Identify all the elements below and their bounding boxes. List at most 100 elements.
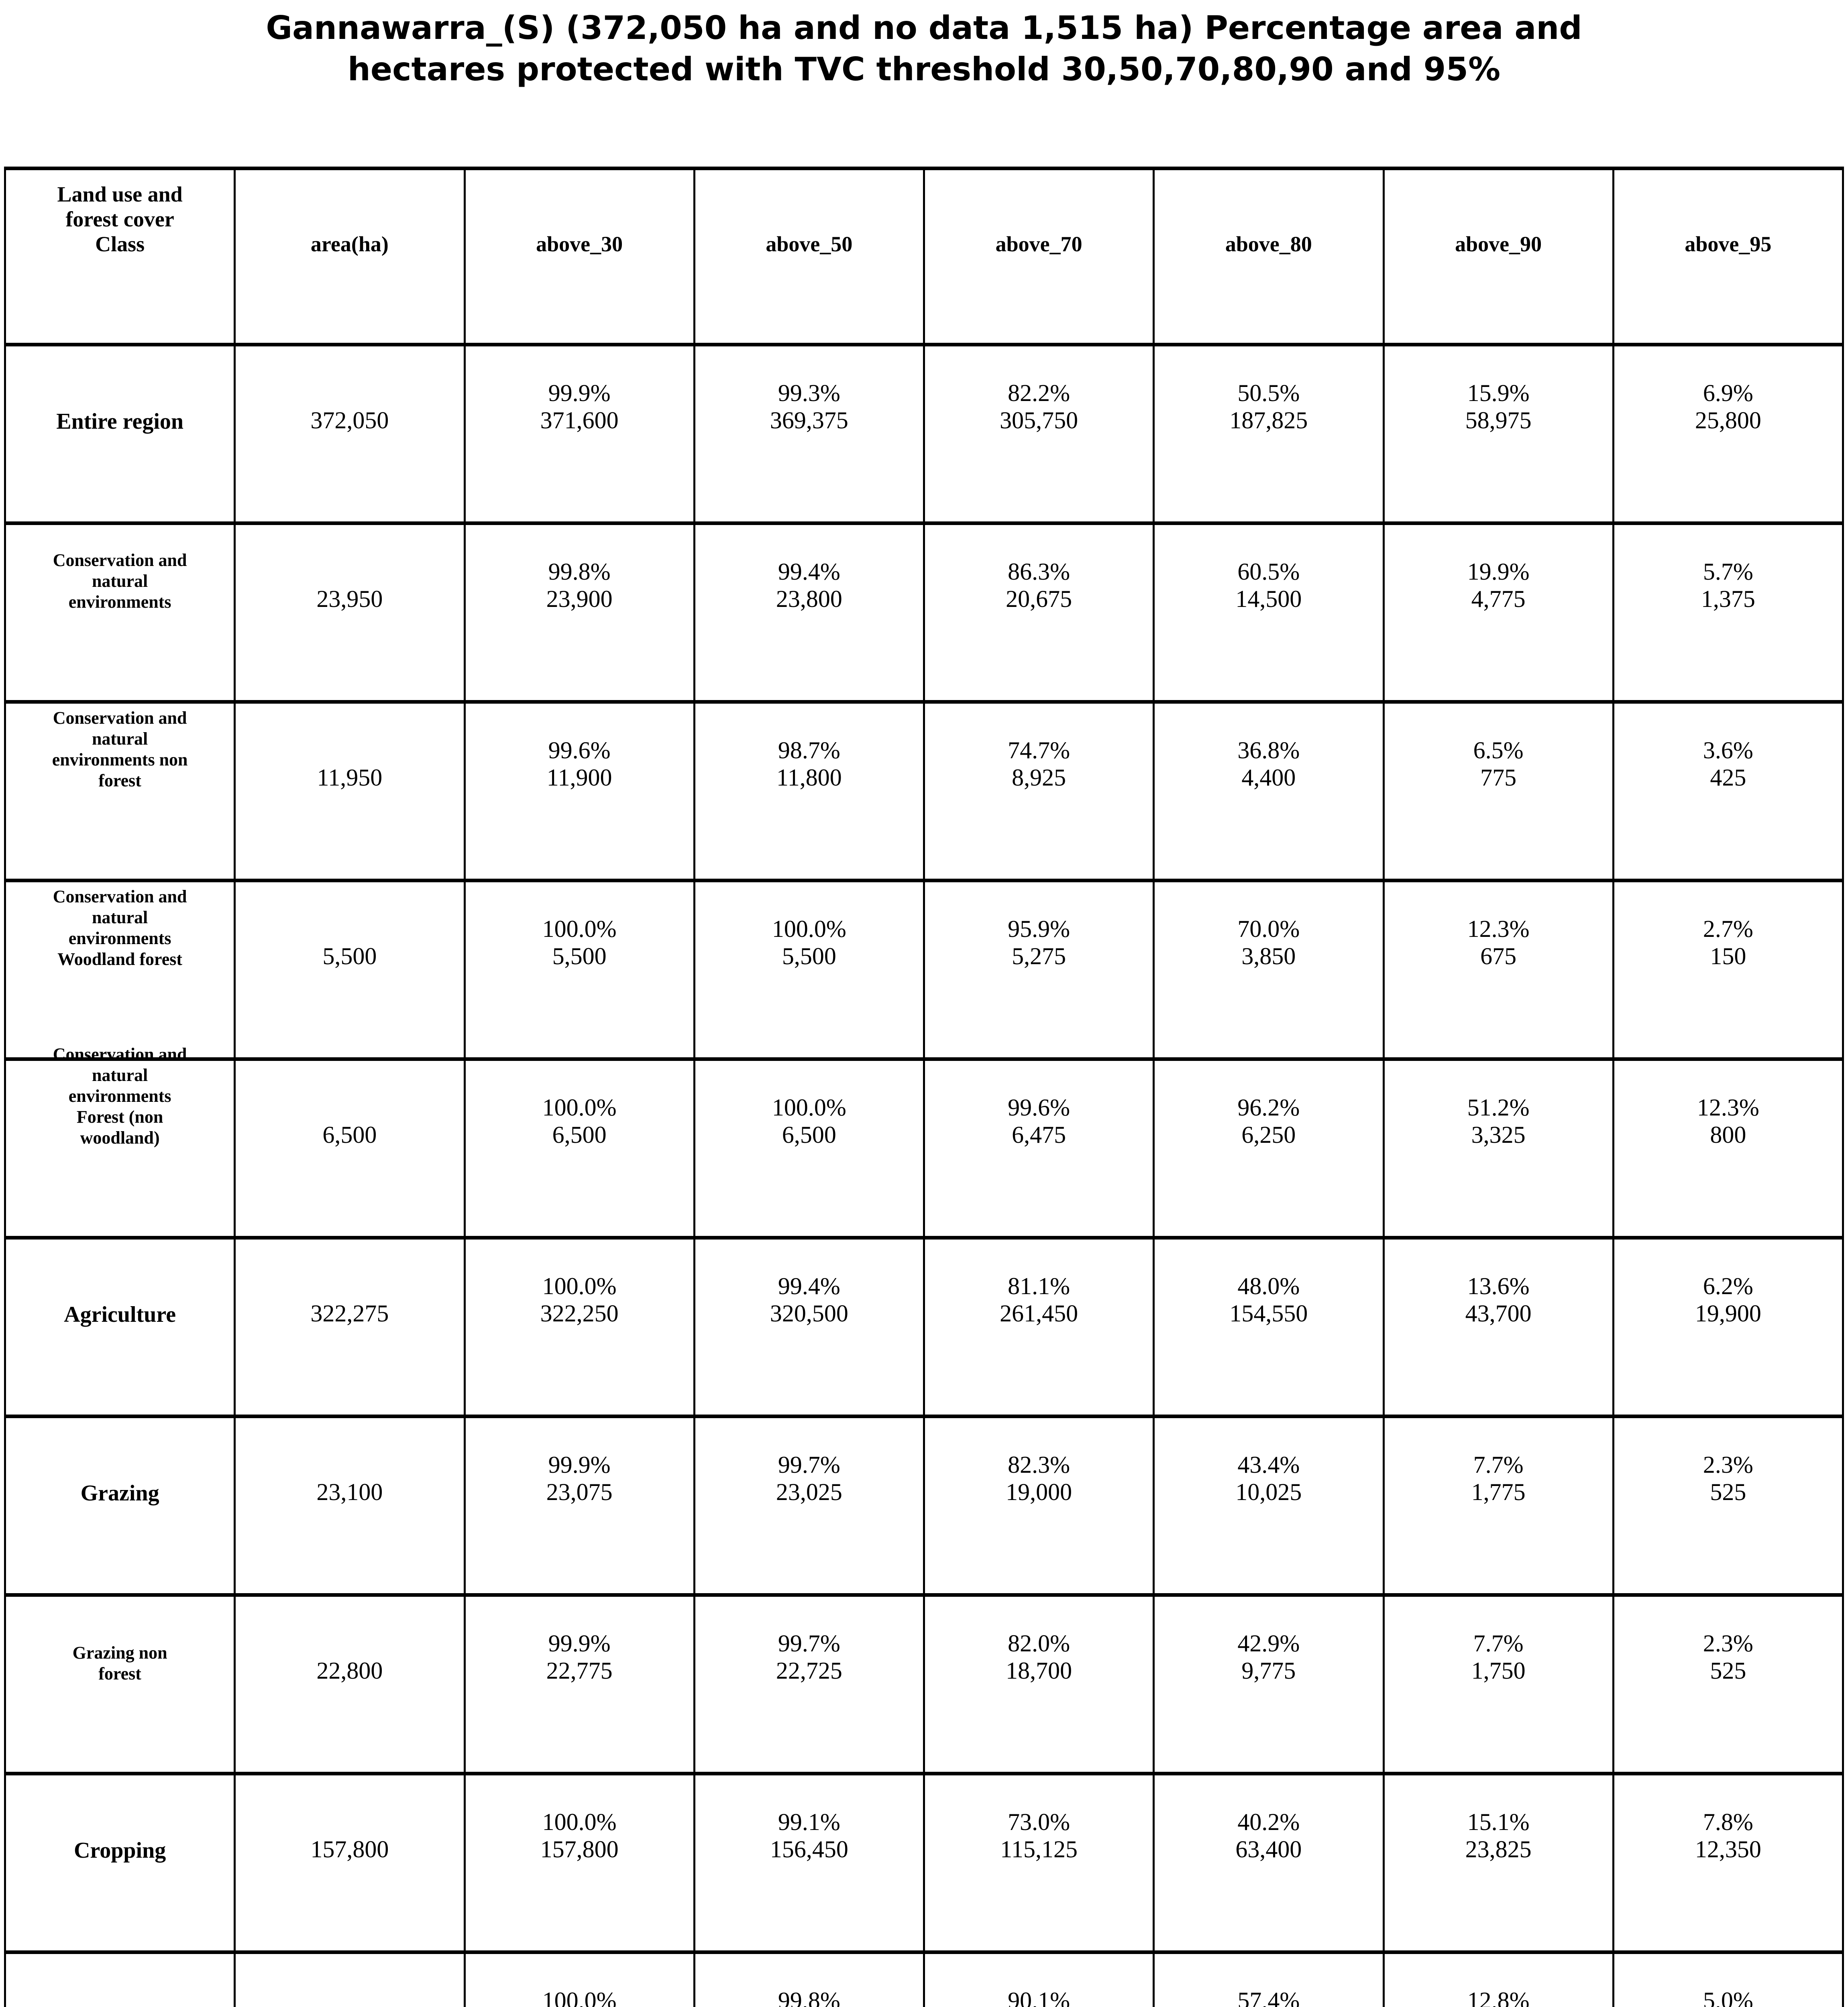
data-cell-value: 100.0% 6,500 xyxy=(542,1094,617,1148)
data-cell-value: 5.7% 1,375 xyxy=(1701,558,1755,612)
data-cell-value: 73.0% 115,125 xyxy=(1000,1809,1078,1862)
row-label-cell: Conservation and natural environments Wo… xyxy=(4,879,236,1061)
data-cell: 90.1% 127,250 xyxy=(923,1950,1155,2007)
table-row: Cropping 157,800 100.0% 157,800 99.1% 156,4… xyxy=(4,1772,1844,1954)
data-cell-value: 99.8% 140,900 xyxy=(778,1987,840,2007)
data-cell: 98.7% 11,800 xyxy=(693,700,925,882)
data-cell: 99.7% 23,025 xyxy=(693,1415,925,1597)
data-cell-value: 23,100 xyxy=(316,1479,383,1505)
data-cell: 99.8% 23,900 xyxy=(463,521,695,704)
data-cell-value: 60.5% 14,500 xyxy=(1235,558,1302,612)
data-cell-value: 12.8% 18,100 xyxy=(1467,1987,1530,2007)
data-cell-value: 43.4% 10,025 xyxy=(1235,1451,1302,1505)
table-row: Grazing 23,100 99.9% 23,075 99.7% 23,025 82.… xyxy=(4,1415,1844,1597)
column-header: above_95 xyxy=(1612,167,1844,346)
data-cell: 42.9% 9,775 xyxy=(1153,1593,1385,1775)
column-header-label: above_50 xyxy=(766,232,853,256)
data-cell: 82.3% 19,000 xyxy=(923,1415,1155,1597)
data-cell: 74.7% 8,925 xyxy=(923,700,1155,882)
data-cell: 50.5% 187,825 xyxy=(1153,343,1385,525)
data-cell-value: 99.4% 23,800 xyxy=(776,558,842,612)
data-cell-value: 22,800 xyxy=(316,1657,383,1684)
data-cell-value: 100.0% 5,500 xyxy=(772,916,846,969)
data-cell-value: 99.9% 23,075 xyxy=(546,1451,613,1505)
row-label-cell: Agriculture xyxy=(4,1236,236,1418)
data-cell-value: 70.0% 3,850 xyxy=(1237,916,1300,969)
row-label: Cropping xyxy=(73,1838,166,1863)
tvc-threshold-table: Land use and forest cover Class area(ha) a… xyxy=(4,167,1844,2007)
table-row: Entire region 372,050 99.9% 371,600 99.3% 3… xyxy=(4,343,1844,525)
data-cell: 22,800 xyxy=(234,1593,466,1775)
data-cell-value: 372,050 xyxy=(310,407,389,434)
row-label: Conservation and natural environments no… xyxy=(52,708,188,790)
data-cell: 5,500 xyxy=(234,879,466,1061)
table-row: Conservation and natural environments 23,… xyxy=(4,521,1844,704)
data-cell: 141,250 xyxy=(234,1950,466,2007)
row-label-cell: Entire region xyxy=(4,343,236,525)
table-body: Entire region 372,050 99.9% 371,600 99.3% 3… xyxy=(4,343,1844,2007)
row-label-cell: Grazing xyxy=(4,1415,236,1597)
page-title: Gannawarra_(S) (372,050 ha and no data 1… xyxy=(266,9,1582,88)
data-cell: 100.0% 6,500 xyxy=(463,1057,695,1240)
data-cell-value: 5.0% 7,025 xyxy=(1703,1987,1753,2007)
data-cell: 99.4% 320,500 xyxy=(693,1236,925,1418)
data-cell: 6,500 xyxy=(234,1057,466,1240)
data-cell-value: 99.4% 320,500 xyxy=(770,1273,848,1327)
data-cell: 99.9% 22,775 xyxy=(463,1593,695,1775)
data-cell: 36.8% 4,400 xyxy=(1153,700,1385,882)
data-cell: 6.2% 19,900 xyxy=(1612,1236,1844,1418)
data-cell-value: 2.7% 150 xyxy=(1703,916,1753,969)
data-cell: 372,050 xyxy=(234,343,466,525)
data-cell-value: 19.9% 4,775 xyxy=(1467,558,1530,612)
data-cell-value: 99.6% 11,900 xyxy=(546,737,612,791)
table-row: Agriculture 322,275 100.0% 322,250 99.4% 32… xyxy=(4,1236,1844,1418)
column-header: above_50 xyxy=(693,167,925,346)
data-cell: 322,275 xyxy=(234,1236,466,1418)
row-label-cell: Conservation and natural environments Fo… xyxy=(4,1044,236,1240)
data-cell-value: 99.9% 22,775 xyxy=(546,1630,613,1684)
table-row: Grazing non forest 22,800 99.9% 22,775 99.7… xyxy=(4,1593,1844,1775)
data-cell-value: 99.7% 22,725 xyxy=(776,1630,842,1684)
data-cell-value: 7.8% 12,350 xyxy=(1695,1809,1761,1862)
data-cell-value: 51.2% 3,325 xyxy=(1467,1094,1530,1148)
data-cell: 60.5% 14,500 xyxy=(1153,521,1385,704)
data-cell: 95.9% 5,275 xyxy=(923,879,1155,1061)
data-cell-value: 82.2% 305,750 xyxy=(1000,380,1078,434)
data-cell: 99.8% 140,900 xyxy=(693,1950,925,2007)
data-cell: 82.0% 18,700 xyxy=(923,1593,1155,1775)
data-cell-value: 6.2% 19,900 xyxy=(1695,1273,1761,1327)
data-cell: 81.1% 261,450 xyxy=(923,1236,1155,1418)
data-cell-value: 74.7% 8,925 xyxy=(1008,737,1070,791)
data-cell: 99.6% 6,475 xyxy=(923,1057,1155,1240)
data-cell-value: 82.0% 18,700 xyxy=(1006,1630,1072,1684)
row-label: Agriculture xyxy=(64,1302,176,1327)
column-header: Land use and forest cover Class xyxy=(4,167,236,346)
data-cell: 99.4% 23,800 xyxy=(693,521,925,704)
data-cell: 2.7% 150 xyxy=(1612,879,1844,1061)
row-label-cell: Grazing non forest xyxy=(4,1593,236,1775)
data-cell: 5.0% 7,025 xyxy=(1612,1950,1844,2007)
data-cell-value: 2.3% 525 xyxy=(1703,1630,1753,1684)
data-cell: 13.6% 43,700 xyxy=(1382,1236,1614,1418)
data-cell-value: 100.0% 141,250 xyxy=(542,1987,617,2007)
data-cell-value: 2.3% 525 xyxy=(1703,1451,1753,1505)
data-cell: 100.0% 5,500 xyxy=(463,879,695,1061)
data-cell-value: 157,800 xyxy=(310,1836,389,1862)
row-label: Conservation and natural environments xyxy=(53,550,187,612)
column-header-label: area(ha) xyxy=(310,232,389,256)
table-header: Land use and forest cover Class area(ha) a… xyxy=(4,167,1844,346)
data-cell-value: 100.0% 6,500 xyxy=(772,1094,846,1148)
table-row: Conservation and natural environments no… xyxy=(4,700,1844,882)
data-cell-value: 15.9% 58,975 xyxy=(1465,380,1532,434)
column-header-label: above_95 xyxy=(1685,232,1772,256)
data-cell-value: 100.0% 322,250 xyxy=(540,1273,619,1327)
data-cell-value: 36.8% 4,400 xyxy=(1237,737,1300,791)
data-cell-value: 50.5% 187,825 xyxy=(1229,380,1308,434)
data-cell: 51.2% 3,325 xyxy=(1382,1057,1614,1240)
data-cell: 23,100 xyxy=(234,1415,466,1597)
data-cell: 99.9% 371,600 xyxy=(463,343,695,525)
data-cell-value: 90.1% 127,250 xyxy=(1008,1987,1070,2007)
header-row: Land use and forest cover Class area(ha) a… xyxy=(4,167,1844,346)
data-cell-value: 42.9% 9,775 xyxy=(1237,1630,1300,1684)
